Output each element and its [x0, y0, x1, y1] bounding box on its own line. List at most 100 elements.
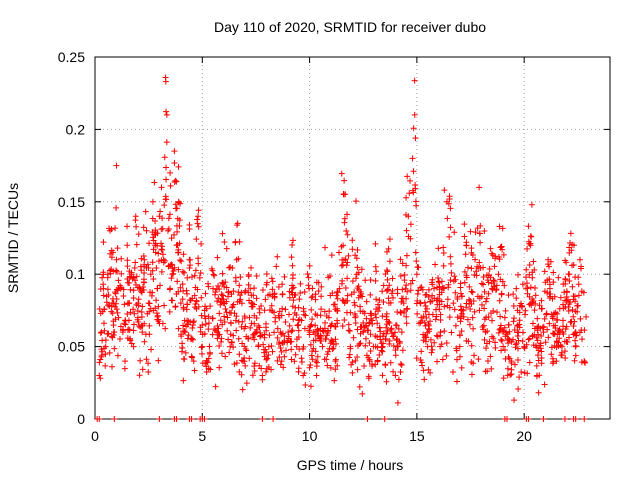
data-point: [226, 309, 233, 316]
data-point: [386, 258, 393, 265]
data-point: [548, 351, 555, 358]
data-point: [554, 316, 561, 323]
data-point: [169, 297, 176, 304]
data-point: [436, 306, 443, 313]
data-point: [354, 246, 361, 253]
data-point: [362, 342, 369, 349]
data-point: [136, 372, 143, 379]
data-point: [105, 302, 112, 309]
data-point: [180, 287, 187, 294]
data-point: [566, 334, 573, 341]
data-point: [274, 334, 281, 341]
series-point: [392, 372, 399, 379]
data-point: [222, 279, 229, 286]
data-point: [496, 223, 503, 230]
data-point: [281, 273, 288, 280]
data-point: [104, 286, 111, 293]
data-point: [202, 290, 209, 297]
data-point: [481, 336, 488, 343]
data-point: [529, 274, 536, 281]
data-point: [452, 322, 459, 329]
data-point: [439, 356, 446, 363]
data-point: [329, 290, 336, 297]
data-point: [359, 390, 366, 397]
data-point: [412, 181, 419, 188]
data-point: [477, 239, 484, 246]
data-point: [574, 308, 581, 315]
data-point: [448, 269, 455, 276]
data-point: [393, 322, 400, 329]
data-point: [376, 297, 383, 304]
data-point: [404, 288, 411, 295]
data-point: [174, 215, 181, 222]
data-point: [571, 293, 578, 300]
data-point: [538, 333, 545, 340]
data-point: [316, 335, 323, 342]
data-point: [367, 348, 374, 355]
data-point: [141, 269, 148, 276]
data-point: [386, 236, 393, 243]
series-point: [96, 372, 103, 379]
zero-point: [173, 416, 180, 422]
data-point: [97, 375, 104, 382]
data-point: [349, 237, 356, 244]
x-axis-label: GPS time / hours: [297, 457, 404, 473]
data-point: [440, 262, 447, 269]
y-tick-label: 0.1: [66, 266, 86, 282]
data-point: [447, 253, 454, 260]
data-point: [232, 317, 239, 324]
data-point: [246, 355, 253, 362]
data-point: [118, 270, 125, 277]
data-point: [531, 325, 538, 332]
data-point: [489, 317, 496, 324]
data-point: [159, 251, 166, 258]
data-point: [519, 329, 526, 336]
series-point: [210, 285, 217, 292]
data-point: [143, 264, 150, 271]
data-point: [233, 313, 240, 320]
data-point: [569, 283, 576, 290]
data-point: [225, 336, 232, 343]
series-point: [272, 314, 279, 321]
data-point: [269, 286, 276, 293]
data-point: [356, 383, 363, 390]
series-point: [527, 242, 534, 249]
data-point: [385, 245, 392, 252]
data-point: [313, 372, 320, 379]
data-point: [334, 288, 341, 295]
data-point: [485, 314, 492, 321]
data-point: [383, 248, 390, 255]
series-point: [431, 285, 438, 292]
data-point: [327, 364, 334, 371]
data-point: [563, 297, 570, 304]
data-point: [441, 328, 448, 335]
data-point: [172, 304, 179, 311]
data-point: [532, 292, 539, 299]
data-point: [150, 307, 157, 314]
data-point: [156, 282, 163, 289]
data-point: [484, 357, 491, 364]
data-point: [195, 260, 202, 267]
data-point: [158, 240, 165, 247]
data-point: [228, 339, 235, 346]
data-point: [216, 364, 223, 371]
data-point: [155, 357, 162, 364]
data-point: [178, 348, 185, 355]
data-point: [435, 245, 442, 252]
data-point: [238, 300, 245, 307]
data-point: [205, 313, 212, 320]
data-point: [255, 343, 262, 350]
data-point: [431, 339, 438, 346]
data-point: [110, 249, 117, 256]
data-point: [282, 319, 289, 326]
data-point: [384, 268, 391, 275]
data-point: [444, 215, 451, 222]
data-point: [487, 245, 494, 252]
data-point: [199, 331, 206, 338]
data-point: [315, 279, 322, 286]
data-point: [447, 277, 454, 284]
data-point: [309, 293, 316, 300]
data-point: [377, 328, 384, 335]
data-point: [376, 352, 383, 359]
data-point: [488, 310, 495, 317]
